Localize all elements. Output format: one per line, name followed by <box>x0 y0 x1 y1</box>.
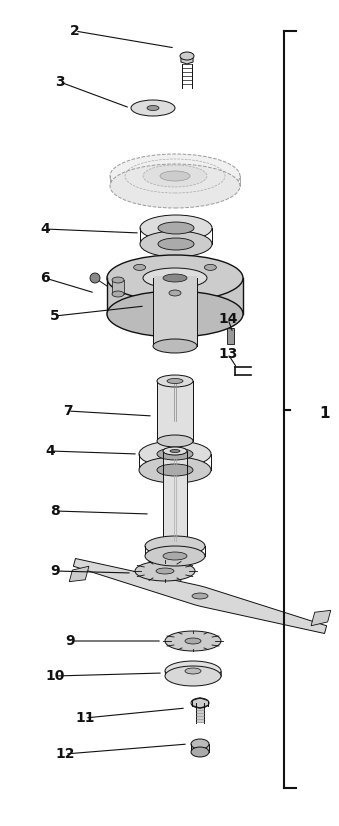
Text: 12: 12 <box>55 747 75 761</box>
Ellipse shape <box>191 747 209 757</box>
Ellipse shape <box>165 661 221 681</box>
Ellipse shape <box>110 154 240 198</box>
Ellipse shape <box>107 255 243 301</box>
Ellipse shape <box>163 447 187 455</box>
Ellipse shape <box>163 274 187 282</box>
Ellipse shape <box>153 339 197 353</box>
Bar <box>196 703 204 723</box>
Text: 7: 7 <box>63 404 73 418</box>
Text: 10: 10 <box>45 669 65 683</box>
Ellipse shape <box>158 222 194 234</box>
Bar <box>153 276 197 346</box>
Ellipse shape <box>131 100 175 116</box>
Ellipse shape <box>157 435 193 447</box>
Text: 14: 14 <box>218 312 238 326</box>
Ellipse shape <box>135 561 195 581</box>
Ellipse shape <box>145 536 205 556</box>
Polygon shape <box>74 558 326 634</box>
Ellipse shape <box>165 666 221 686</box>
Ellipse shape <box>139 457 211 483</box>
Ellipse shape <box>139 441 211 467</box>
Text: 6: 6 <box>40 271 50 285</box>
Text: 9: 9 <box>50 564 60 578</box>
Polygon shape <box>181 56 193 64</box>
Ellipse shape <box>157 375 193 387</box>
Text: 13: 13 <box>218 347 238 361</box>
Bar <box>107 278 243 314</box>
Ellipse shape <box>110 164 240 208</box>
Bar <box>112 280 124 294</box>
Text: 8: 8 <box>50 504 60 518</box>
Ellipse shape <box>163 552 187 560</box>
Ellipse shape <box>140 215 212 241</box>
Text: 4: 4 <box>45 444 55 458</box>
Ellipse shape <box>157 464 193 476</box>
Ellipse shape <box>156 568 174 574</box>
Bar <box>227 328 234 344</box>
Ellipse shape <box>112 277 124 283</box>
Ellipse shape <box>112 291 124 297</box>
Text: 1: 1 <box>320 406 330 420</box>
Text: 11: 11 <box>75 711 95 725</box>
Ellipse shape <box>90 273 100 283</box>
Ellipse shape <box>165 631 221 651</box>
Ellipse shape <box>185 638 201 644</box>
Text: 3: 3 <box>55 75 65 89</box>
Ellipse shape <box>107 291 243 337</box>
Polygon shape <box>69 567 89 582</box>
Bar <box>191 744 209 752</box>
Ellipse shape <box>192 593 208 599</box>
Ellipse shape <box>157 448 193 460</box>
Ellipse shape <box>160 171 190 181</box>
Ellipse shape <box>147 106 159 111</box>
Ellipse shape <box>167 378 183 383</box>
Ellipse shape <box>158 238 194 250</box>
Ellipse shape <box>191 739 209 749</box>
Text: 2: 2 <box>70 24 80 38</box>
Ellipse shape <box>143 268 207 288</box>
Polygon shape <box>311 610 331 626</box>
Text: 5: 5 <box>50 309 60 323</box>
Ellipse shape <box>185 668 201 674</box>
Ellipse shape <box>191 698 209 708</box>
Ellipse shape <box>169 290 181 296</box>
Ellipse shape <box>140 231 212 257</box>
Ellipse shape <box>145 546 205 566</box>
Text: 4: 4 <box>40 222 50 236</box>
Ellipse shape <box>143 165 207 187</box>
Bar <box>157 381 193 441</box>
Ellipse shape <box>134 264 146 270</box>
Text: 9: 9 <box>65 634 75 648</box>
Ellipse shape <box>204 264 216 270</box>
Ellipse shape <box>170 449 180 453</box>
Ellipse shape <box>180 52 194 60</box>
Bar <box>163 451 187 546</box>
